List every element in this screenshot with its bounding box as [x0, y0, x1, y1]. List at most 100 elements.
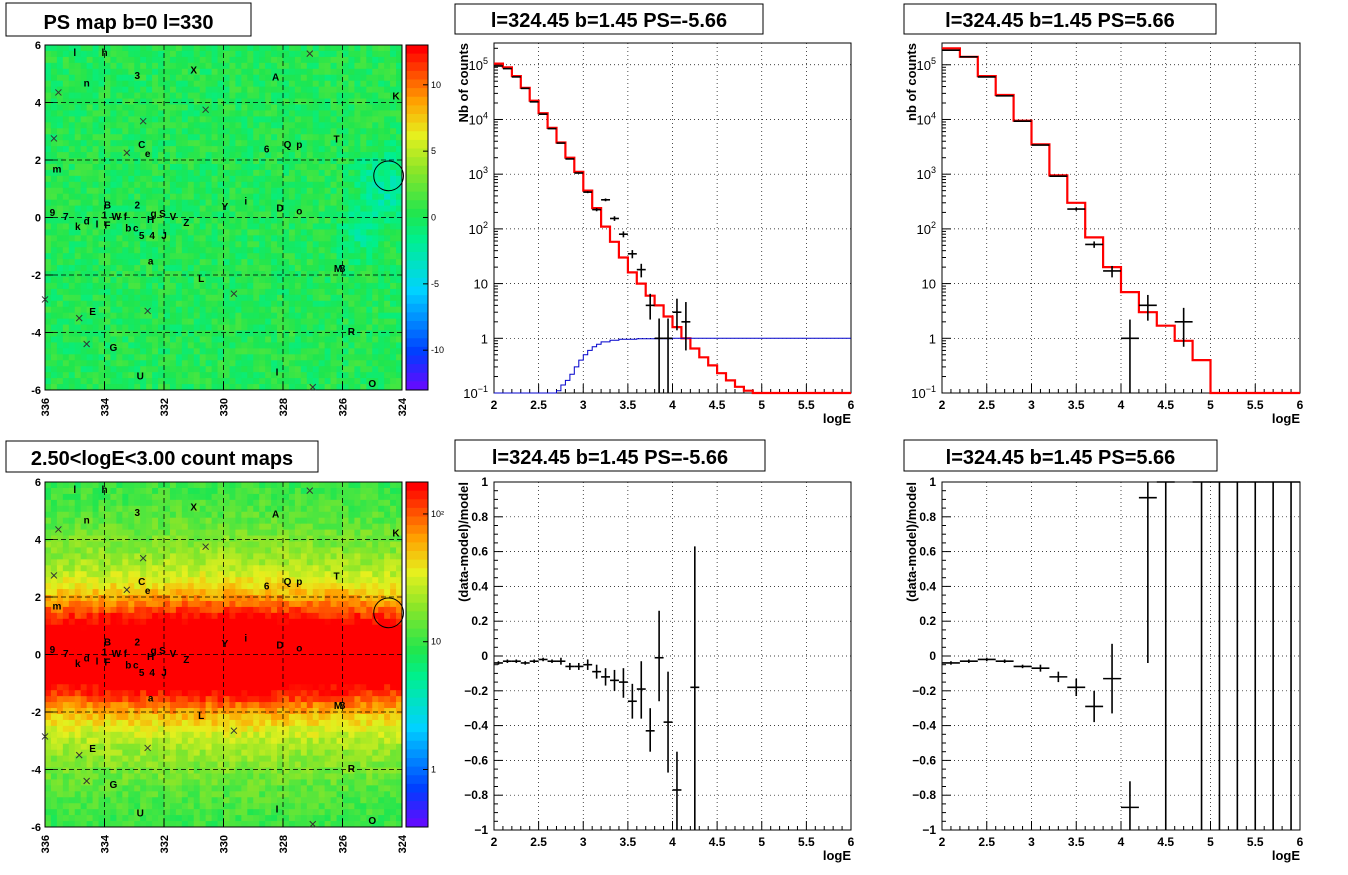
- map-cell: [241, 247, 248, 254]
- map-cell: [128, 271, 135, 278]
- map-cell: [235, 116, 242, 123]
- map-cell: [116, 571, 123, 578]
- source-label: F: [104, 221, 110, 232]
- map-cell: [372, 330, 379, 337]
- map-cell: [92, 199, 99, 207]
- map-cell: [152, 45, 159, 52]
- map-cell: [193, 253, 201, 260]
- source-label: L: [198, 274, 204, 285]
- map-cell: [336, 169, 343, 177]
- map-cell: [288, 116, 296, 123]
- map-cell: [217, 378, 224, 385]
- map-cell: [116, 672, 123, 679]
- map-cell: [134, 672, 141, 679]
- map-cell: [283, 50, 290, 58]
- map-cell: [348, 152, 355, 159]
- map-cell: [342, 110, 349, 117]
- map-cell: [116, 737, 123, 745]
- map-cell: [342, 104, 349, 111]
- map-cell: [259, 372, 266, 379]
- map-cell: [271, 110, 278, 117]
- map-cell: [253, 128, 260, 135]
- map-cell: [342, 193, 349, 201]
- map-cell: [140, 80, 147, 88]
- map-cell: [312, 247, 320, 254]
- map-cell: [205, 74, 212, 82]
- map-cell: [50, 517, 58, 525]
- map-cell: [122, 312, 129, 320]
- map-cell: [134, 223, 141, 230]
- map-cell: [50, 205, 58, 212]
- map-cell: [104, 163, 111, 171]
- map-cell: [366, 187, 373, 195]
- map-cell: [300, 74, 308, 82]
- map-cell: [56, 223, 64, 230]
- map-cell: [86, 378, 93, 385]
- map-cell: [259, 128, 266, 135]
- map-cell: [122, 300, 129, 308]
- source-label: M: [334, 264, 342, 275]
- map-cell: [68, 175, 76, 183]
- map-cell: [288, 276, 296, 284]
- map-cell: [134, 74, 141, 82]
- colorbar-tick-label: 10: [431, 80, 441, 90]
- map-cell: [86, 577, 93, 584]
- map-cell: [312, 128, 320, 135]
- map-cell: [140, 541, 147, 548]
- map-cell: [164, 312, 171, 320]
- map-cell: [193, 241, 201, 248]
- map-cell: [235, 229, 242, 236]
- map-cell: [330, 140, 337, 147]
- map-cell: [98, 803, 105, 810]
- map-cell: [378, 354, 385, 361]
- map-cell: [294, 282, 302, 290]
- map-cell: [152, 241, 159, 248]
- map-cell: [128, 487, 135, 495]
- map-cell: [45, 666, 52, 673]
- map-cell: [253, 146, 260, 153]
- map-cell: [300, 193, 308, 201]
- map-cell: [122, 577, 129, 584]
- map-cell: [68, 235, 76, 242]
- map-cell: [294, 378, 302, 385]
- y-tick-label: 104: [917, 110, 936, 127]
- map-cell: [134, 618, 141, 626]
- map-cell: [294, 116, 302, 123]
- map-cell: [217, 62, 224, 70]
- map-cell: [80, 803, 88, 810]
- map-cell: [68, 725, 76, 733]
- map-cell: [372, 56, 379, 64]
- map-cell: [128, 571, 135, 578]
- map-cell: [92, 487, 99, 495]
- map-cell: [354, 110, 361, 117]
- map-cell: [354, 128, 361, 135]
- map-cell: [80, 271, 88, 278]
- map-cell: [128, 318, 135, 325]
- map-cell: [205, 366, 212, 373]
- map-cell: [68, 265, 76, 272]
- map-cell: [80, 360, 88, 367]
- map-cell: [277, 45, 284, 52]
- map-cell: [128, 731, 135, 739]
- map-cell: [86, 600, 93, 608]
- map-cell: [86, 74, 93, 82]
- map-cell: [152, 378, 159, 385]
- map-cell: [45, 271, 52, 278]
- map-cell: [205, 348, 212, 355]
- map-cell: [247, 384, 254, 391]
- map-cell: [86, 821, 93, 828]
- map-cell: [265, 294, 272, 302]
- map-cell: [104, 541, 111, 548]
- map-cell: [110, 68, 117, 76]
- map-cell: [169, 163, 177, 171]
- map-cell: [330, 110, 337, 117]
- map-cell: [366, 152, 373, 159]
- map-cell: [62, 630, 70, 638]
- map-cell: [98, 589, 105, 596]
- map-cell: [253, 56, 260, 64]
- map-cell: [62, 589, 70, 596]
- map-cell: [134, 247, 141, 254]
- map-cell: [217, 330, 224, 337]
- map-cell: [271, 217, 278, 224]
- map-cell: [56, 487, 64, 495]
